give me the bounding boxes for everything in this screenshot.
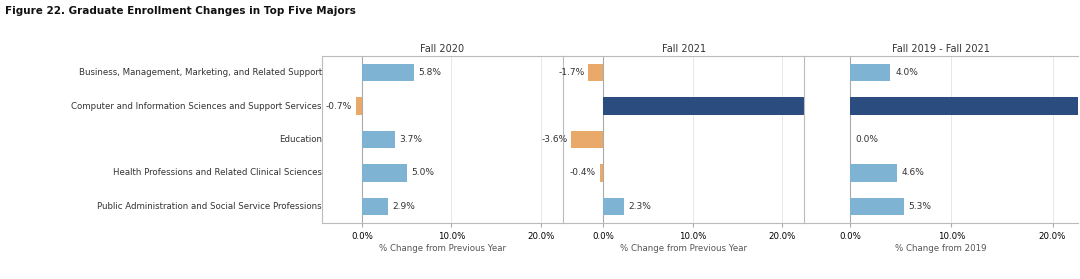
Bar — [850, 64, 891, 81]
Text: -0.4%: -0.4% — [570, 169, 596, 177]
Bar — [355, 97, 362, 115]
Bar — [604, 198, 624, 215]
Bar — [571, 131, 604, 148]
Text: Computer and Information Sciences and Support Services: Computer and Information Sciences and Su… — [71, 102, 322, 110]
Bar — [599, 164, 604, 182]
X-axis label: % Change from 2019: % Change from 2019 — [895, 244, 987, 253]
Text: -1.7%: -1.7% — [558, 68, 584, 77]
Text: Public Administration and Social Service Professions: Public Administration and Social Service… — [97, 202, 322, 211]
Bar — [850, 198, 904, 215]
Bar — [589, 64, 604, 81]
Bar — [850, 164, 896, 182]
Text: 0.0%: 0.0% — [855, 135, 878, 144]
Title: Fall 2020: Fall 2020 — [420, 44, 464, 54]
Bar — [362, 64, 414, 81]
Bar — [362, 131, 395, 148]
Text: Health Professions and Related Clinical Sciences: Health Professions and Related Clinical … — [112, 169, 322, 177]
Text: -0.7%: -0.7% — [326, 102, 352, 110]
Title: Fall 2021: Fall 2021 — [662, 44, 706, 54]
Text: 2.9%: 2.9% — [392, 202, 415, 211]
Text: 3.7%: 3.7% — [400, 135, 422, 144]
Text: Figure 22. Graduate Enrollment Changes in Top Five Majors: Figure 22. Graduate Enrollment Changes i… — [5, 6, 356, 16]
Text: 5.3%: 5.3% — [908, 202, 932, 211]
Text: 4.6%: 4.6% — [902, 169, 924, 177]
Bar — [604, 97, 853, 115]
Text: 4.0%: 4.0% — [895, 68, 918, 77]
Text: 5.8%: 5.8% — [418, 68, 442, 77]
Bar — [362, 198, 388, 215]
Bar — [362, 164, 407, 182]
Text: Education: Education — [279, 135, 322, 144]
Text: -3.6%: -3.6% — [541, 135, 567, 144]
Text: 2.3%: 2.3% — [629, 202, 651, 211]
Text: 28.0%: 28.0% — [858, 102, 887, 110]
Bar — [850, 97, 1080, 115]
Title: Fall 2019 - Fall 2021: Fall 2019 - Fall 2021 — [892, 44, 990, 54]
X-axis label: % Change from Previous Year: % Change from Previous Year — [379, 244, 505, 253]
X-axis label: % Change from Previous Year: % Change from Previous Year — [620, 244, 747, 253]
Text: Business, Management, Marketing, and Related Support: Business, Management, Marketing, and Rel… — [79, 68, 322, 77]
Text: 5.0%: 5.0% — [411, 169, 434, 177]
